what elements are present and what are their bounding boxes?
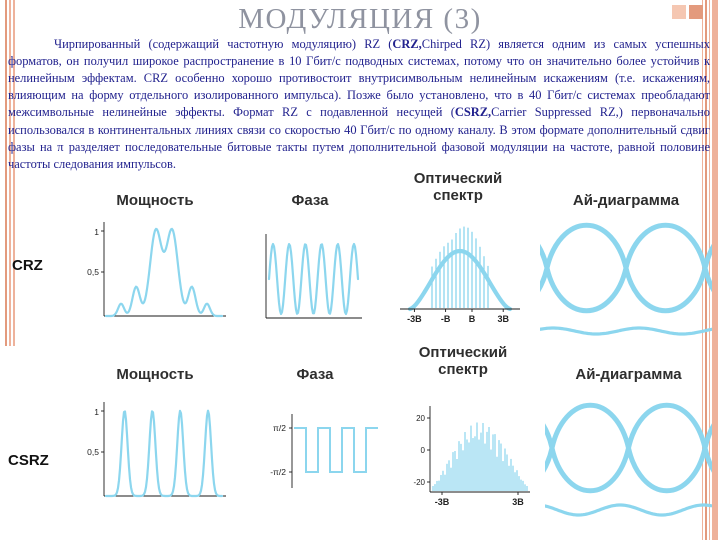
- svg-text:-3B: -3B: [435, 497, 450, 507]
- left-edge-stripe: [13, 0, 15, 346]
- crz-phase-chart: [265, 234, 362, 319]
- svg-text:0: 0: [421, 446, 426, 455]
- slide-title: МОДУЛЯЦИЯ (3): [238, 3, 482, 35]
- crz-phase-plot: [252, 214, 370, 340]
- right-edge-stripe: [709, 0, 710, 540]
- csrz-eye-plot: [545, 394, 712, 520]
- crz-eye-header: Ай-диаграмма: [572, 192, 680, 209]
- svg-text:20: 20: [416, 414, 425, 423]
- csrz-row-label: CSRZ: [8, 452, 49, 469]
- svg-text:0,5: 0,5: [87, 447, 99, 457]
- crz-spectrum-plot: -3B -B B 3B: [392, 214, 528, 340]
- csrz-power-plot: 1 0,5: [82, 394, 230, 520]
- csrz-power-header: Мощность: [116, 366, 194, 383]
- svg-text:0,5: 0,5: [87, 267, 99, 277]
- deco-square: [689, 5, 703, 19]
- crz-spectrum-chart: -3B -B B 3B: [400, 226, 520, 324]
- svg-text:B: B: [469, 314, 476, 324]
- crz-row-label: CRZ: [12, 257, 43, 274]
- left-edge-stripe: [9, 0, 11, 346]
- csrz-eye-header: Ай-диаграмма: [575, 366, 682, 383]
- svg-text:-π/2: -π/2: [270, 467, 286, 477]
- crz-phase-header: Фаза: [291, 192, 329, 209]
- svg-text:3B: 3B: [512, 497, 524, 507]
- csrz-spectrum-chart: 20 0 -20 -3B 3B: [413, 406, 530, 507]
- deco-square: [672, 5, 686, 19]
- svg-text:1: 1: [94, 407, 99, 417]
- crz-eye-chart: [540, 222, 712, 336]
- svg-text:π/2: π/2: [273, 423, 286, 433]
- crz-power-chart: 10,5: [87, 222, 226, 318]
- crz-power-header: Мощность: [116, 192, 194, 209]
- csrz-spectrum-header: Оптический спектр: [418, 344, 508, 379]
- svg-text:3B: 3B: [497, 314, 509, 324]
- right-edge-stripe: [712, 0, 718, 540]
- csrz-power-chart: 10,5: [87, 402, 226, 498]
- crz-spectrum-header: Оптический спектр: [413, 170, 503, 205]
- csrz-phase-header: Фаза: [296, 366, 334, 383]
- svg-text:-B: -B: [441, 314, 451, 324]
- csrz-phase-chart: π/2 -π/2: [270, 414, 378, 488]
- csrz-phase-plot: π/2 -π/2: [250, 394, 382, 520]
- svg-text:-3B: -3B: [407, 314, 422, 324]
- svg-text:1: 1: [94, 227, 99, 237]
- csrz-eye-chart: [545, 402, 712, 517]
- body-paragraph: Чирпированный (содержащий частотную моду…: [8, 37, 710, 171]
- csrz-spectrum-plot: 20 0 -20 -3B 3B: [396, 394, 538, 520]
- svg-text:-20: -20: [413, 478, 425, 487]
- crz-eye-plot: [540, 214, 712, 340]
- crz-power-plot: 1 0,5: [82, 214, 230, 340]
- left-edge-stripe: [5, 0, 7, 346]
